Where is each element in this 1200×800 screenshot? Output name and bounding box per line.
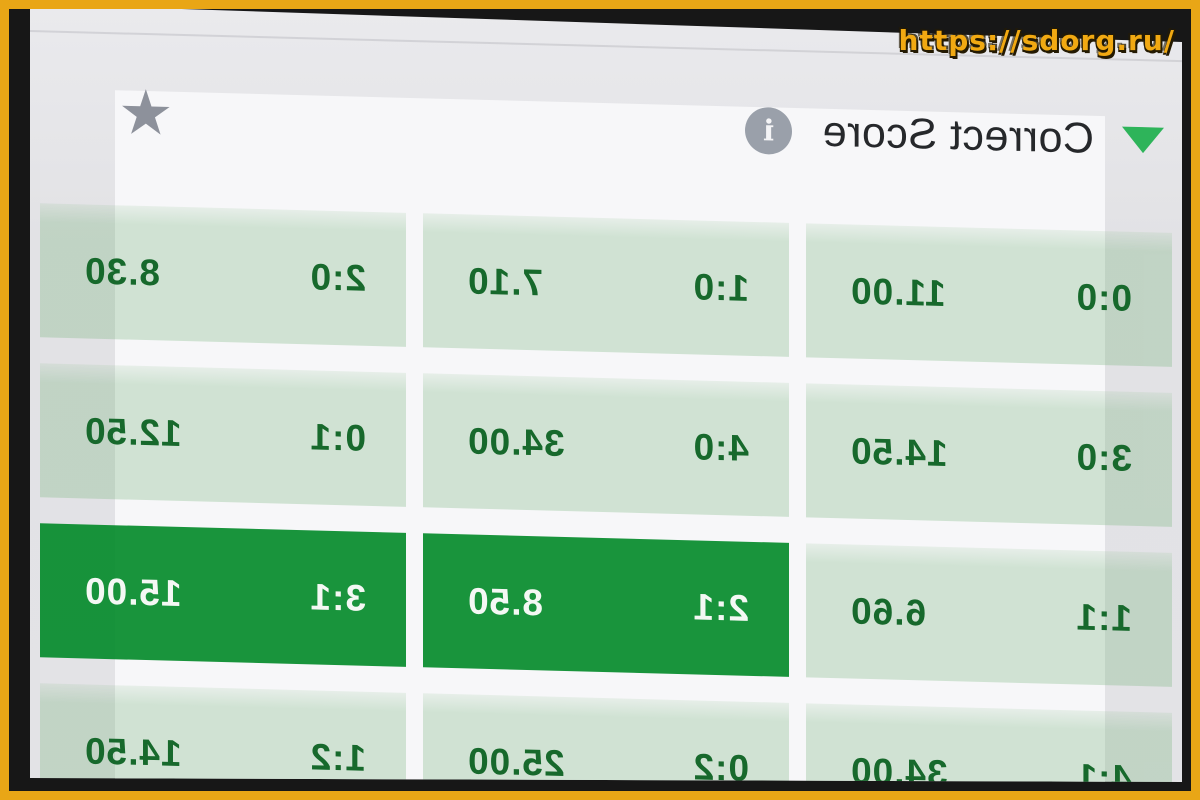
odds-cell[interactable]: 4:1 34.00: [806, 703, 1172, 790]
odds-cell[interactable]: 1:1 6.60: [806, 543, 1172, 687]
chevron-down-icon[interactable]: [1122, 127, 1164, 154]
market-title: Correct Score: [822, 107, 1094, 163]
odds-cell[interactable]: 2:0 8.30: [40, 203, 406, 347]
score-label: 4:1: [1075, 756, 1132, 790]
score-label: 1:2: [309, 736, 366, 779]
odds-cell[interactable]: 3:0 14.50: [806, 383, 1172, 527]
correct-score-grid: 0:0 11.00 1:0 7.10 2:0 8.30 3:0 14.50 4:0 34.00 0:…: [40, 203, 1172, 790]
score-label: 3:1: [309, 576, 366, 619]
odds-value: 14.50: [84, 730, 182, 774]
odds-cell[interactable]: 0:0 11.00: [806, 223, 1172, 367]
odds-cell[interactable]: 0:1 12.50: [40, 363, 406, 507]
odds-value: 6.60: [850, 590, 927, 634]
score-label: 3:0: [1075, 436, 1132, 479]
score-label: 2:0: [309, 256, 366, 299]
odds-value: 25.00: [467, 740, 565, 784]
score-label: 1:0: [692, 266, 749, 309]
odds-value: 34.00: [850, 750, 948, 790]
score-label: 0:1: [309, 416, 366, 459]
odds-value: 11.00: [850, 270, 946, 314]
odds-value: 8.50: [467, 580, 544, 624]
odds-value: 34.00: [467, 420, 565, 464]
score-label: 0:0: [1075, 276, 1132, 319]
info-icon[interactable]: i: [745, 106, 792, 154]
odds-value: 12.50: [84, 410, 182, 454]
odds-cell[interactable]: 0:2 25.00: [423, 693, 789, 790]
odds-value: 15.00: [84, 570, 182, 614]
mirrored-ui: Correct Score i ★ 0:0 11.00 1:0 7.10 2:0 8.30…: [30, 4, 1182, 790]
score-label: 0:2: [692, 746, 749, 789]
score-label: 1:1: [1075, 596, 1132, 639]
score-label: 4:0: [692, 426, 749, 469]
watermark-url: https://sdorg.ru/: [898, 24, 1175, 57]
odds-value: 7.10: [467, 260, 544, 304]
odds-cell[interactable]: 1:2 14.50: [40, 683, 406, 790]
betting-screenshot-panel: Correct Score i ★ 0:0 11.00 1:0 7.10 2:0 8.30…: [30, 4, 1182, 790]
star-icon[interactable]: ★: [118, 78, 174, 149]
odds-cell[interactable]: 4:0 34.00: [423, 373, 789, 517]
score-label: 2:1: [692, 586, 749, 629]
odds-value: 14.50: [850, 430, 948, 475]
odds-cell[interactable]: 1:0 7.10: [423, 213, 789, 357]
odds-cell[interactable]: 3:1 15.00: [40, 523, 406, 667]
odds-value: 8.30: [84, 250, 161, 294]
odds-cell[interactable]: 2:1 8.50: [423, 533, 789, 677]
screenshot-content: Correct Score i ★ 0:0 11.00 1:0 7.10 2:0 8.30…: [30, 4, 1182, 790]
